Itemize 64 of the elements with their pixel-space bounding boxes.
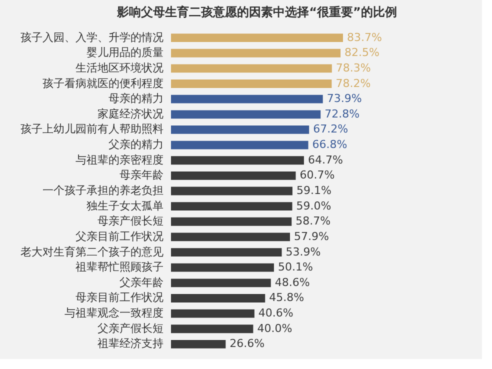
y-tick-label: 父亲年龄 xyxy=(120,276,164,289)
data-label: 53.9% xyxy=(286,245,321,258)
bar xyxy=(171,309,254,318)
y-tick-label: 与祖辈的亲密程度 xyxy=(76,153,164,166)
bar xyxy=(171,171,296,180)
bar xyxy=(171,324,254,334)
bar xyxy=(171,263,274,272)
data-label: 72.8% xyxy=(324,107,360,120)
y-tick-label: 父亲目前工作状况 xyxy=(76,230,164,243)
y-tick-label: 孩子看病就医的便利程度 xyxy=(42,76,164,90)
bar xyxy=(171,278,271,288)
data-label: 57.9% xyxy=(294,230,329,243)
bar xyxy=(171,64,332,73)
data-label: 40.6% xyxy=(258,306,294,320)
bar xyxy=(171,202,292,211)
data-label: 64.7% xyxy=(308,153,343,166)
bar xyxy=(171,48,341,58)
data-label: 58.7% xyxy=(296,214,331,228)
data-label: 73.9% xyxy=(326,92,362,106)
y-tick-label: 母亲目前工作状况 xyxy=(76,291,164,304)
y-tick-label: 祖辈帮忙照顾孩子 xyxy=(76,260,164,274)
data-label: 60.7% xyxy=(300,168,335,182)
y-tick-label: 母亲产假长短 xyxy=(98,214,164,228)
y-tick-label: 婴儿用品的质量 xyxy=(86,46,164,60)
bar xyxy=(171,94,323,104)
data-label: 83.7% xyxy=(347,30,382,44)
y-tick-label: 母亲年龄 xyxy=(120,168,164,182)
bar xyxy=(171,126,310,134)
data-label: 66.8% xyxy=(312,138,348,152)
y-tick-label: 与祖辈观念一致程度 xyxy=(64,306,164,320)
bar xyxy=(171,294,266,302)
bar xyxy=(171,217,292,226)
data-label: 82.5% xyxy=(344,46,380,60)
y-tick-label: 祖辈经济支持 xyxy=(98,337,164,350)
bar xyxy=(171,186,292,196)
bar xyxy=(171,110,321,119)
y-tick-label: 孩子上幼儿园前有人帮助照料 xyxy=(20,122,164,136)
bar xyxy=(171,340,226,348)
data-label: 78.3% xyxy=(336,61,371,74)
data-label: 67.2% xyxy=(313,122,348,136)
bar xyxy=(171,232,290,242)
y-tick-label: 独生子女太孤单 xyxy=(86,199,164,212)
bar xyxy=(171,34,343,42)
y-tick-label: 母亲的精力 xyxy=(108,92,164,106)
data-label: 78.2% xyxy=(336,76,371,90)
bar xyxy=(171,80,332,88)
bar xyxy=(171,156,304,165)
bar xyxy=(171,248,282,256)
y-tick-label: 家庭经济状况 xyxy=(98,107,164,120)
y-tick-label: 一个孩子承担的养老负担 xyxy=(42,184,164,197)
data-label: 45.8% xyxy=(269,291,304,304)
data-label: 50.1% xyxy=(278,260,313,274)
data-label: 26.6% xyxy=(230,337,265,350)
chart-title: 影响父母生育二孩意愿的因素中选择“很重要”的比例 xyxy=(116,5,397,19)
y-tick-label: 父亲产假长短 xyxy=(98,322,164,335)
data-label: 59.1% xyxy=(296,184,332,197)
data-label: 40.0% xyxy=(257,322,292,335)
y-tick-label: 父亲的精力 xyxy=(108,138,164,152)
y-tick-label: 孩子入园、入学、升学的情况 xyxy=(20,30,164,44)
bar xyxy=(171,140,308,150)
data-label: 59.0% xyxy=(296,199,332,212)
data-label: 48.6% xyxy=(274,276,310,289)
y-tick-label: 生活地区环境状况 xyxy=(76,61,164,74)
y-tick-label: 老大对生育第二个孩子的意见 xyxy=(20,245,164,258)
